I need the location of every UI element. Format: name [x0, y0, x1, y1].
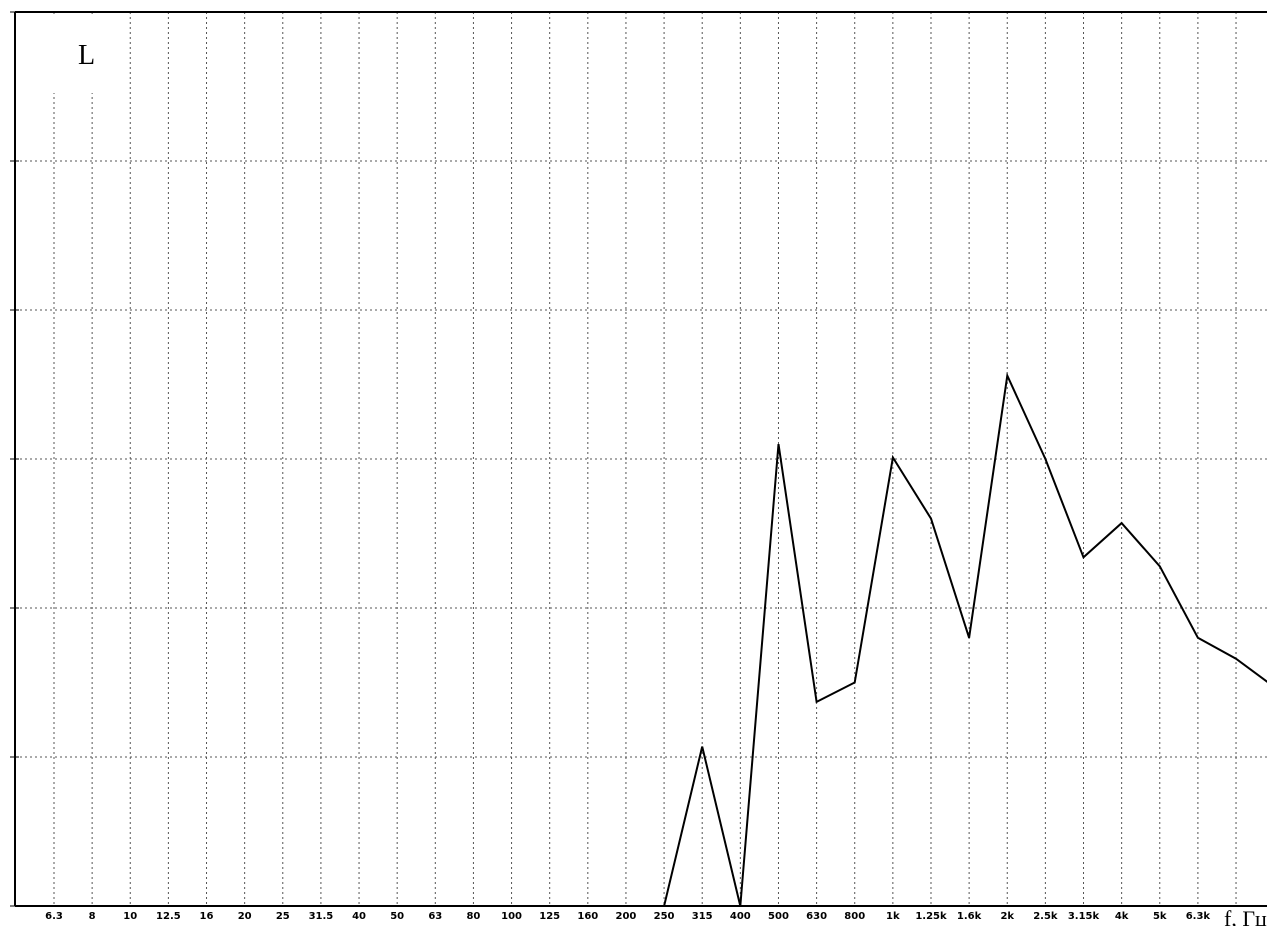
x-axis-label: f, Гц [1224, 906, 1267, 926]
x-tick-label: 40 [352, 911, 366, 922]
x-tick-label: 31.5 [309, 911, 334, 922]
x-tick-label: 50 [390, 911, 404, 922]
axes [10, 11, 1267, 907]
x-tick-label: 63 [428, 911, 442, 922]
x-tick-label: 6.3k [1186, 911, 1211, 922]
x-tick-label: 800 [844, 911, 865, 922]
x-tick-label: 12.5 [156, 911, 181, 922]
x-tick-label: 2k [1000, 911, 1014, 922]
x-tick-label: 250 [654, 911, 675, 922]
x-tick-label: 25 [276, 911, 290, 922]
x-tick-label: 6.3 [45, 911, 63, 922]
grid [15, 12, 1267, 906]
series [663, 372, 1267, 907]
x-tick-label: 20 [238, 911, 252, 922]
x-tick-label: 100 [501, 911, 522, 922]
x-tick-label: 2.5k [1033, 911, 1058, 922]
x-tick-label: 1.6k [957, 911, 982, 922]
y-axis-label: L [78, 40, 95, 71]
x-tick-label: 1k [886, 911, 900, 922]
x-tick-label: 16 [200, 911, 214, 922]
series-line [663, 372, 1267, 907]
x-ticks: 6.3 8 10 12.5 16 20 25 31.5 40 50 63 80 100 125 160 200… [45, 911, 1210, 922]
x-tick-label: 160 [577, 911, 598, 922]
x-tick-label: 80 [466, 911, 480, 922]
x-tick-label: 1.25k [915, 911, 947, 922]
x-tick-label: 315 [692, 911, 713, 922]
x-tick-label: 400 [730, 911, 751, 922]
y-label-box [17, 17, 129, 93]
x-tick-label: 5k [1153, 911, 1167, 922]
x-tick-label: 10 [123, 911, 137, 922]
x-tick-label: 3.15k [1068, 911, 1100, 922]
x-tick-label: 630 [806, 911, 827, 922]
x-tick-label: 125 [539, 911, 560, 922]
x-tick-label: 200 [616, 911, 637, 922]
x-tick-label: 4k [1115, 911, 1129, 922]
x-tick-label: 500 [768, 911, 789, 922]
x-tick-label: 8 [89, 911, 96, 922]
